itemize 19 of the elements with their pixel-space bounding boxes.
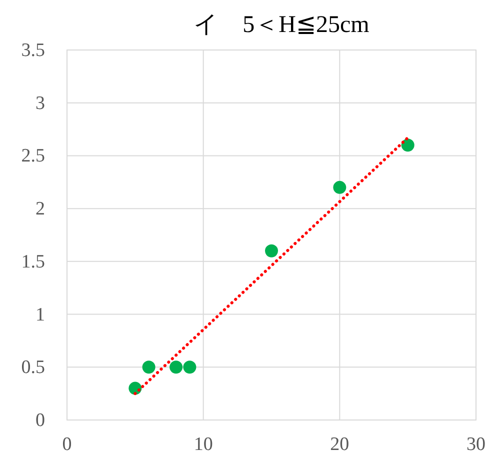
point xyxy=(183,360,196,374)
point xyxy=(265,244,278,258)
point xyxy=(401,138,414,152)
y-tick-label: 0.5 xyxy=(21,357,45,378)
point xyxy=(142,360,156,374)
chart-title: イ 5＜H≦25cm xyxy=(194,12,370,38)
y-tick-label: 1 xyxy=(36,304,45,326)
point xyxy=(170,360,183,374)
y-tick-label: 2.5 xyxy=(21,146,45,167)
point xyxy=(333,180,346,194)
y-tick-label: 3.5 xyxy=(21,40,45,61)
x-tick-label: 0 xyxy=(62,434,72,455)
x-tick-label: 10 xyxy=(194,434,213,455)
y-tick-label: 3 xyxy=(36,92,45,114)
x-tick-label: 20 xyxy=(330,434,350,455)
y-tick-label: 2 xyxy=(36,198,45,220)
y-tick-label: 1.5 xyxy=(21,251,45,272)
x-tick-label: 30 xyxy=(466,434,486,455)
y-tick-label: 0 xyxy=(36,410,45,431)
